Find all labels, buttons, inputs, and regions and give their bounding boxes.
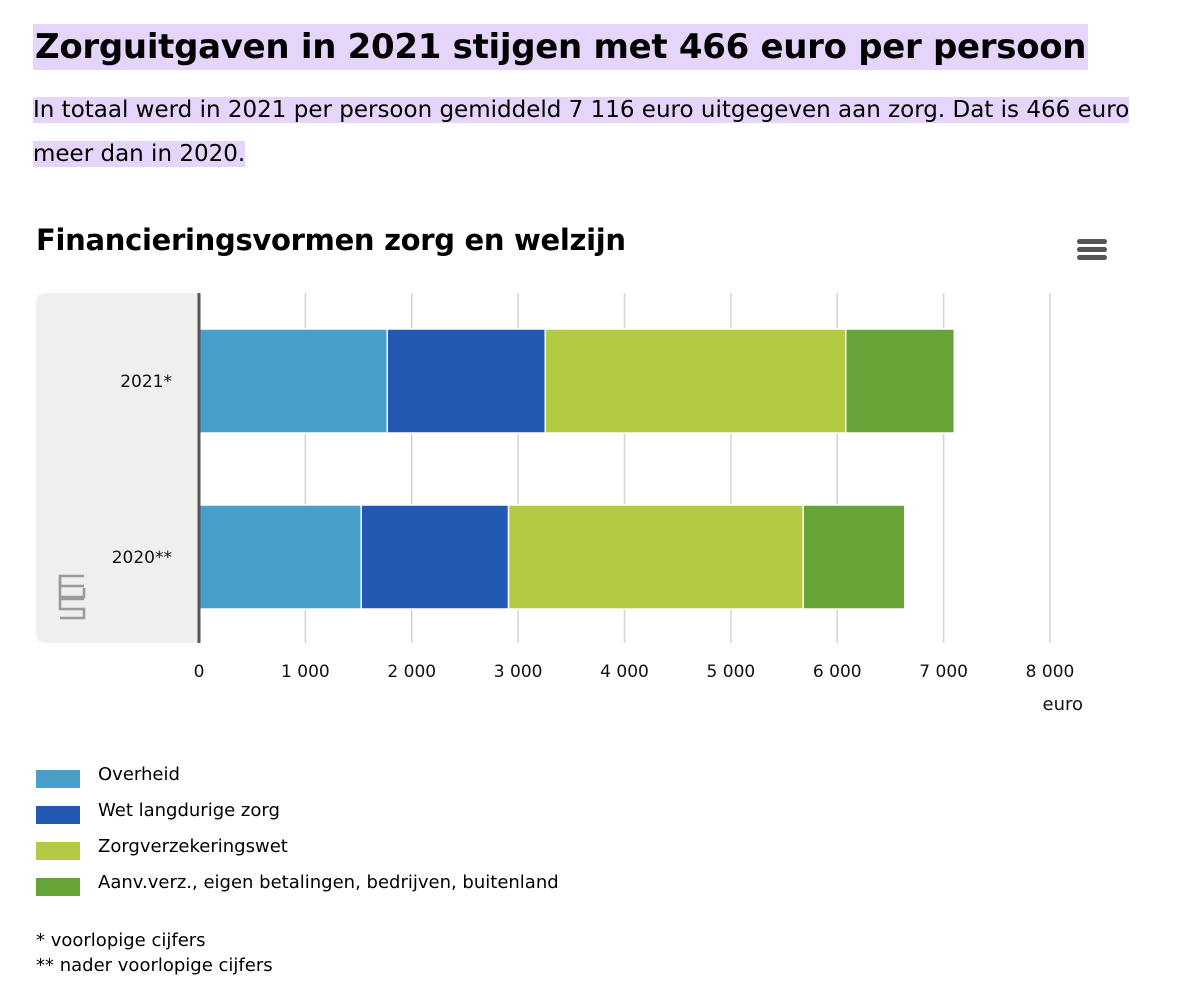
legend-label: Aanv.verz., eigen betalingen, bedrijven,… xyxy=(98,872,559,893)
intro-text: In totaal werd in 2021 per persoon gemid… xyxy=(33,88,1153,176)
chart: 2021* 2020** 0 1 000 2 000 3 000 4 000 5 000 6 0… xyxy=(36,293,1084,715)
x-tick-label: 7 000 xyxy=(919,662,968,682)
cbs-logo xyxy=(58,574,86,620)
x-tick-label: 2 000 xyxy=(387,662,436,682)
x-tick-label: 8 000 xyxy=(1026,662,1075,682)
cbs-logo-stroke xyxy=(58,580,86,599)
chart-title: Financieringsvormen zorg en welzijn xyxy=(36,223,626,257)
bar-segment xyxy=(845,328,956,434)
x-tick-label: 5 000 xyxy=(707,662,756,682)
legend-swatch xyxy=(36,770,80,788)
x-tick-label: 3 000 xyxy=(494,662,543,682)
category-axis-background xyxy=(36,293,199,643)
bar-segment xyxy=(544,328,847,434)
bar-segment xyxy=(360,504,510,610)
legend-label: Zorgverzekeringswet xyxy=(98,836,288,857)
footnote-nader-voorlopig: ** nader voorlopige cijfers xyxy=(36,955,273,976)
headline: Zorguitgaven in 2021 stijgen met 466 eur… xyxy=(33,24,1089,70)
x-axis-title: euro xyxy=(1043,694,1084,715)
chart-menu-button[interactable] xyxy=(1070,232,1114,268)
category-label: 2021* xyxy=(120,372,172,392)
x-tick-label: 0 xyxy=(194,662,205,682)
bar-segment xyxy=(198,328,389,434)
bar-segment xyxy=(802,504,906,610)
bar-segment xyxy=(386,328,547,434)
footnote-voorlopig: * voorlopige cijfers xyxy=(36,930,206,951)
legend-swatch xyxy=(36,842,80,860)
legend-label: Wet langdurige zorg xyxy=(98,800,280,821)
bar-segment xyxy=(198,504,362,610)
legend-swatch xyxy=(36,806,80,824)
x-tick-label: 1 000 xyxy=(281,662,330,682)
legend-swatch xyxy=(36,878,80,896)
hamburger-menu-icon-bar xyxy=(1077,247,1107,252)
bar-segment xyxy=(507,504,804,610)
hamburger-menu-icon-bar xyxy=(1077,239,1107,244)
cbs-logo-stroke xyxy=(58,597,86,620)
footnotes: * voorlopige cijfers ** nader voorlopige… xyxy=(36,928,273,978)
hamburger-menu-icon-bar xyxy=(1077,255,1107,260)
legend-label: Overheid xyxy=(98,764,180,785)
category-label: 2020** xyxy=(112,548,172,568)
x-tick-label: 4 000 xyxy=(600,662,649,682)
x-tick-label: 6 000 xyxy=(813,662,862,682)
